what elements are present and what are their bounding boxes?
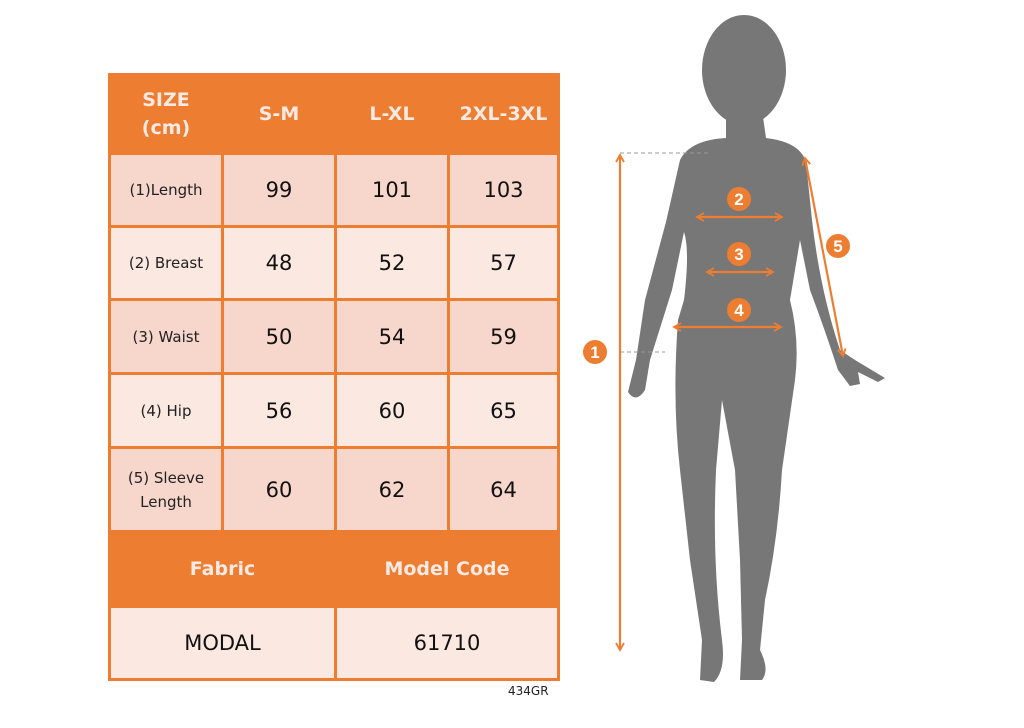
svg-text:4: 4	[734, 301, 744, 320]
svg-text:1: 1	[590, 343, 599, 362]
size-chart-table: SIZE (cm) S-M L-XL 2XL-3XL (1)Length 99 …	[108, 73, 560, 681]
marker-5: 5	[826, 234, 850, 258]
svg-text:3: 3	[734, 245, 743, 264]
size-col-header: S-M	[221, 73, 337, 155]
cell-value: 60	[334, 372, 450, 449]
cell-value: 50	[221, 298, 337, 375]
size-col-header: L-XL	[334, 73, 450, 155]
row-label: (2) Breast	[108, 225, 224, 301]
footer-row: MODAL 61710	[108, 605, 560, 681]
cell-value: 103	[447, 152, 560, 228]
table-row: (3) Waist 50 54 59	[108, 298, 560, 375]
svg-text:5: 5	[833, 237, 842, 256]
model-code-value: 61710	[334, 605, 560, 681]
row-label: (3) Waist	[108, 298, 224, 375]
cell-value: 59	[447, 298, 560, 375]
marker-4: 4	[727, 298, 751, 322]
row-label: (1)Length	[108, 152, 224, 228]
footer-header-row: Fabric Model Code	[108, 530, 560, 608]
table-row: (5) Sleeve Length 60 62 64	[108, 446, 560, 533]
cell-value: 56	[221, 372, 337, 449]
cell-value: 48	[221, 225, 337, 301]
marker-1: 1	[583, 340, 607, 364]
size-col-header: 2XL-3XL	[447, 73, 560, 155]
guide-lines	[620, 152, 710, 353]
cell-value: 62	[334, 446, 450, 533]
cell-value: 101	[334, 152, 450, 228]
table-row: (1)Length 99 101 103	[108, 152, 560, 228]
measurement-arrows	[615, 153, 847, 652]
row-label: (5) Sleeve Length	[108, 446, 224, 533]
marker-3: 3	[727, 242, 751, 266]
woman-silhouette-icon	[628, 15, 885, 682]
marker-2: 2	[727, 187, 751, 211]
table-row: (4) Hip 56 60 65	[108, 372, 560, 449]
header-row: SIZE (cm) S-M L-XL 2XL-3XL	[108, 73, 560, 155]
fabric-header: Fabric	[108, 530, 337, 608]
cell-value: 52	[334, 225, 450, 301]
cell-value: 57	[447, 225, 560, 301]
fabric-value: MODAL	[108, 605, 337, 681]
cell-value: 54	[334, 298, 450, 375]
product-code: 434GR	[508, 684, 549, 698]
cell-value: 60	[221, 446, 337, 533]
svg-text:2: 2	[734, 190, 743, 209]
cell-value: 65	[447, 372, 560, 449]
cell-value: 99	[221, 152, 337, 228]
model-code-header: Model Code	[334, 530, 560, 608]
size-header: SIZE (cm)	[108, 73, 224, 155]
cell-value: 64	[447, 446, 560, 533]
table-row: (2) Breast 48 52 57	[108, 225, 560, 301]
row-label: (4) Hip	[108, 372, 224, 449]
